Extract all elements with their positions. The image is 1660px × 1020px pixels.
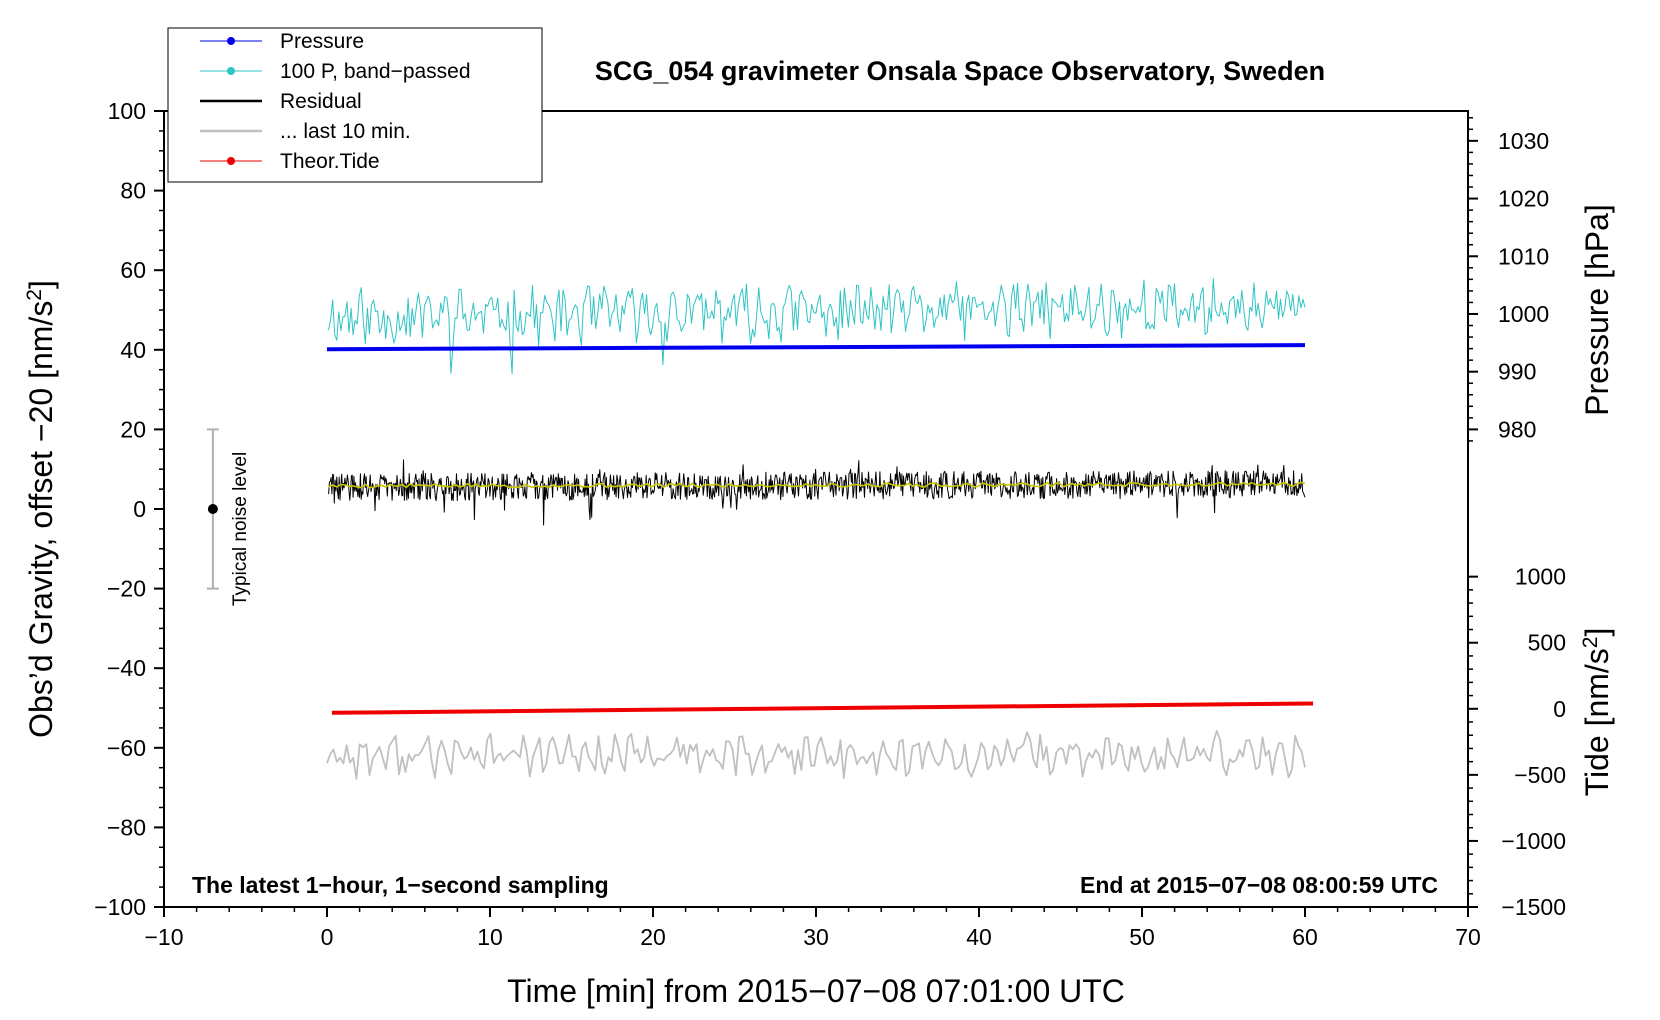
noise-level-bar xyxy=(206,428,219,590)
x-tick-label-0: −10 xyxy=(144,924,183,950)
legend-label-0: Pressure xyxy=(280,30,364,53)
pressure-tick-label-1: 1020 xyxy=(1498,186,1549,212)
tide-tick-label-3: −500 xyxy=(1514,762,1566,788)
series-residual-smoothed-line xyxy=(328,481,1306,489)
x-axis-ticks: −10 0 10 20 30 40 50 60 70 xyxy=(144,907,1481,950)
noise-level-label: Typical noise level xyxy=(230,452,251,606)
annotation-bottom-right: End at 2015−07−08 08:00:59 UTC xyxy=(1080,872,1438,898)
y-tick-label-2: 60 xyxy=(120,257,146,283)
y-tick-label-5: 0 xyxy=(133,496,146,522)
y-axis-title-left: Obs’d Gravity, offset −20 [nm/s2] xyxy=(23,280,60,738)
legend-label-3: ... last 10 min. xyxy=(280,120,411,143)
y-tick-label-1: 80 xyxy=(120,178,146,204)
x-tick-label-4: 30 xyxy=(803,924,829,950)
x-tick-label-2: 10 xyxy=(477,924,503,950)
pressure-tick-label-0: 1030 xyxy=(1498,128,1549,154)
series-last-10-min-line xyxy=(326,730,1306,780)
legend-label-4: Theor.Tide xyxy=(280,150,380,173)
y-tick-label-4: 20 xyxy=(120,416,146,442)
y-axis-title-tide: Tide [nm/s2] xyxy=(1579,628,1616,797)
y-tick-label-8: −60 xyxy=(107,735,146,761)
legend-marker-1 xyxy=(227,67,235,75)
y-tick-label-7: −40 xyxy=(107,655,146,681)
series-tide-line xyxy=(331,701,1314,715)
y-tick-label-10: −100 xyxy=(94,894,146,920)
x-tick-label-8: 70 xyxy=(1455,924,1481,950)
pressure-tick-label-5: 980 xyxy=(1498,416,1536,442)
tide-tick-label-2: 0 xyxy=(1553,696,1566,722)
x-tick-label-5: 40 xyxy=(966,924,992,950)
legend-box xyxy=(167,27,543,183)
y-tick-label-3: 40 xyxy=(120,337,146,363)
series-band-passed-line xyxy=(328,278,1306,375)
x-tick-label-3: 20 xyxy=(640,924,666,950)
legend-marker-4 xyxy=(227,157,235,165)
legend-label-1: 100 P, band−passed xyxy=(280,60,471,83)
legend-label-2: Residual xyxy=(280,90,362,113)
tide-tick-label-4: −1000 xyxy=(1501,828,1566,854)
y-axis-ticks: 100 80 60 40 20 0 −20 −40 −60 −80 −100 xyxy=(94,98,164,920)
x-tick-label-7: 60 xyxy=(1292,924,1318,950)
tide-tick-label-0: 1000 xyxy=(1515,564,1566,590)
y-tick-label-9: −80 xyxy=(107,814,146,840)
series-layer xyxy=(326,278,1314,780)
tide-tick-label-5: −1500 xyxy=(1501,894,1566,920)
y-axis-title-tide-superscript: 2 xyxy=(1579,637,1602,649)
y-axis-title-pressure: Pressure [hPa] xyxy=(1579,204,1615,416)
legend-marker-0 xyxy=(227,37,235,45)
x-tick-label-1: 0 xyxy=(321,924,334,950)
tide-axis-ticks: 1000 500 0 −500 −1000 −1500 xyxy=(1468,564,1566,920)
x-axis-title: Time [min] from 2015−07−08 07:01:00 UTC xyxy=(507,973,1125,1009)
y-tick-label-6: −20 xyxy=(107,576,146,602)
y-tick-label-0: 100 xyxy=(108,98,146,124)
legend: Pressure 100 P, band−passed Residual ... la… xyxy=(167,27,543,183)
pressure-tick-label-3: 1000 xyxy=(1498,301,1549,327)
y-axis-title-left-superscript: 2 xyxy=(23,289,46,301)
annotation-bottom-left: The latest 1−hour, 1−second sampling xyxy=(192,872,609,898)
x-tick-label-6: 50 xyxy=(1129,924,1155,950)
pressure-tick-label-4: 990 xyxy=(1498,359,1536,385)
series-pressure-line xyxy=(326,343,1306,352)
pressure-axis-ticks: 1030 1020 1010 1000 990 980 xyxy=(1468,117,1549,442)
tide-tick-label-1: 500 xyxy=(1528,630,1566,656)
noise-bar-point xyxy=(207,504,218,514)
pressure-tick-label-2: 1010 xyxy=(1498,243,1549,269)
chart-title: SCG_054 gravimeter Onsala Space Observat… xyxy=(595,56,1325,86)
